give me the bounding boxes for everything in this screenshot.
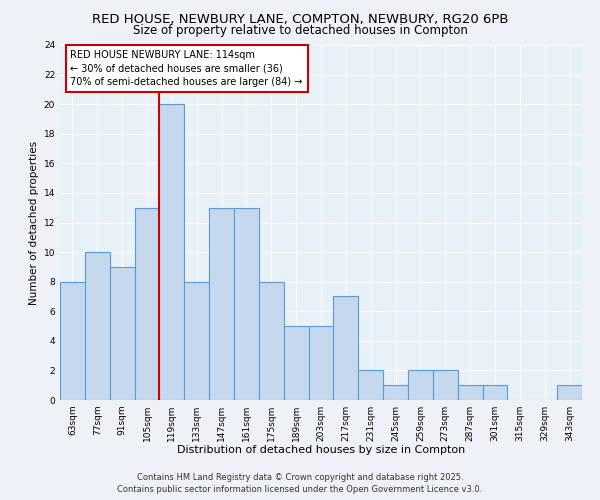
Bar xyxy=(308,326,334,400)
Bar xyxy=(433,370,458,400)
Text: RED HOUSE, NEWBURY LANE, COMPTON, NEWBURY, RG20 6PB: RED HOUSE, NEWBURY LANE, COMPTON, NEWBUR… xyxy=(92,12,508,26)
Bar xyxy=(110,267,134,400)
Bar xyxy=(160,104,184,400)
Bar xyxy=(184,282,209,400)
Bar xyxy=(482,385,508,400)
Text: Contains HM Land Registry data © Crown copyright and database right 2025.
Contai: Contains HM Land Registry data © Crown c… xyxy=(118,472,482,494)
Bar xyxy=(209,208,234,400)
Bar xyxy=(383,385,408,400)
Bar xyxy=(358,370,383,400)
Bar xyxy=(284,326,308,400)
Bar xyxy=(557,385,582,400)
Bar xyxy=(334,296,358,400)
Bar xyxy=(458,385,482,400)
Text: Size of property relative to detached houses in Compton: Size of property relative to detached ho… xyxy=(133,24,467,37)
Bar xyxy=(234,208,259,400)
Bar xyxy=(60,282,85,400)
Bar xyxy=(134,208,160,400)
Y-axis label: Number of detached properties: Number of detached properties xyxy=(29,140,40,304)
X-axis label: Distribution of detached houses by size in Compton: Distribution of detached houses by size … xyxy=(177,446,465,456)
Bar xyxy=(408,370,433,400)
Bar xyxy=(85,252,110,400)
Text: RED HOUSE NEWBURY LANE: 114sqm
← 30% of detached houses are smaller (36)
70% of : RED HOUSE NEWBURY LANE: 114sqm ← 30% of … xyxy=(70,50,303,86)
Bar xyxy=(259,282,284,400)
